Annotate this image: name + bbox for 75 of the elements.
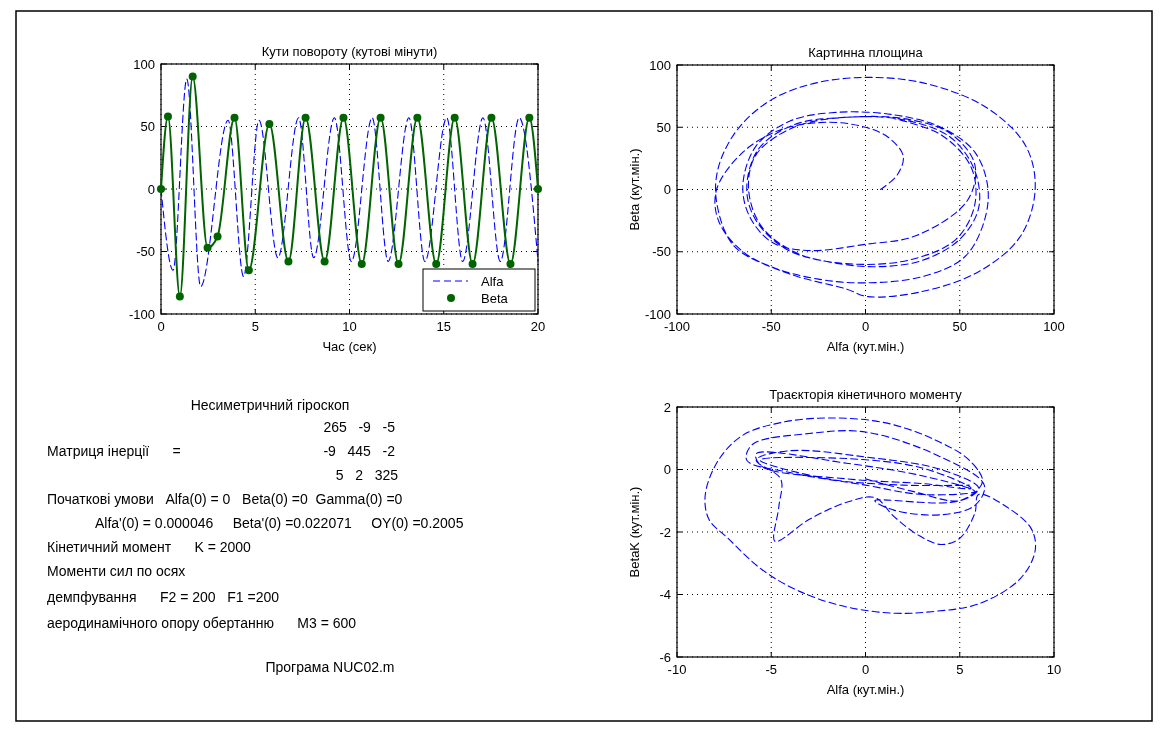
x-tick-label: 0 bbox=[861, 662, 870, 677]
text: Несиметричний гіроскоп bbox=[190, 397, 350, 413]
text: Alfa'(0) = 0.000046 Beta'(0) =0.022071 OY(0) =0.2005 bbox=[95, 515, 464, 531]
x-axis-title: Час (сек) bbox=[322, 339, 377, 354]
point bbox=[376, 113, 385, 122]
x-tick-label: 0 bbox=[861, 319, 870, 334]
point bbox=[265, 120, 274, 128]
x-tick-label: 20 bbox=[530, 319, 546, 334]
text: Моменти сил по осях bbox=[47, 563, 186, 579]
x-axis-title: Alfa (кут.мін.) bbox=[826, 682, 905, 697]
x-tick-label: -10 bbox=[667, 662, 687, 677]
y-tick-label: -100 bbox=[128, 306, 155, 322]
x-tick-label: -5 bbox=[765, 662, 778, 677]
point bbox=[357, 260, 366, 268]
point bbox=[525, 113, 534, 122]
chart-title: Картинна площина bbox=[808, 45, 924, 60]
x-tick-label: 100 bbox=[1043, 319, 1065, 334]
y-tick-label: -2 bbox=[659, 524, 671, 540]
text: -9 445 -2 bbox=[323, 443, 396, 459]
x-tick-label: 10 bbox=[342, 319, 357, 334]
text: Програма NUC02.m bbox=[265, 659, 395, 675]
point bbox=[203, 243, 212, 252]
x-tick-label: 10 bbox=[1046, 662, 1062, 677]
point bbox=[163, 112, 172, 121]
y-tick-label: 100 bbox=[133, 56, 155, 72]
chart-title: Кути повороту (кутові мінути) bbox=[261, 44, 438, 59]
point bbox=[506, 260, 515, 268]
text: Матриця інерції = bbox=[47, 443, 181, 459]
y-tick-label: -50 bbox=[136, 244, 155, 259]
point bbox=[339, 113, 348, 122]
y-tick-label: 0 bbox=[663, 462, 671, 477]
text: 265 -9 -5 bbox=[323, 419, 396, 435]
point bbox=[188, 72, 197, 81]
text: Початкові умови Alfa(0) = 0 Beta(0) =0 Gamma(0) =0 bbox=[47, 491, 403, 507]
point bbox=[320, 257, 329, 266]
y-tick-label: 0 bbox=[663, 182, 671, 197]
point bbox=[301, 113, 310, 122]
legend-label: Alfa bbox=[481, 274, 505, 289]
y-tick-label: -50 bbox=[652, 244, 671, 260]
point bbox=[394, 260, 403, 268]
point bbox=[284, 257, 293, 266]
point bbox=[487, 113, 496, 122]
legend-label: Beta bbox=[481, 291, 509, 306]
text: аеродинамічного опору обертанню M3 = 600 bbox=[47, 615, 357, 631]
y-tick-label: 2 bbox=[663, 399, 671, 415]
text: демпфування F2 = 200 F1 =200 bbox=[47, 589, 280, 605]
point bbox=[175, 292, 184, 301]
x-tick-label: 15 bbox=[436, 319, 451, 334]
text: 5 2 325 bbox=[335, 467, 399, 483]
line-series bbox=[704, 417, 1036, 614]
x-tick-label: 0 bbox=[157, 319, 165, 334]
y-tick-label: -100 bbox=[644, 306, 671, 322]
x-tick-label: 5 bbox=[251, 319, 259, 334]
y-tick-label: 100 bbox=[649, 57, 671, 73]
point bbox=[450, 113, 459, 122]
x-tick-label: -50 bbox=[761, 319, 781, 334]
y-tick-label: 0 bbox=[147, 181, 155, 197]
line-series bbox=[715, 76, 1036, 298]
chart-title: Траєкторія кінетичного моменту bbox=[769, 387, 963, 402]
point bbox=[244, 266, 253, 275]
point bbox=[213, 232, 222, 241]
point bbox=[432, 260, 441, 268]
text: Кінетичний момент K = 2000 bbox=[47, 539, 252, 555]
point bbox=[230, 113, 239, 122]
y-tick-label: 50 bbox=[140, 119, 155, 134]
point bbox=[413, 113, 422, 122]
x-tick-label: 5 bbox=[956, 662, 964, 677]
y-tick-label: 50 bbox=[656, 119, 671, 135]
y-axis-title: BetaK (кут.мін.) bbox=[627, 486, 642, 578]
point bbox=[468, 260, 477, 268]
y-axis-title: Beta (кут.мін.) bbox=[627, 148, 642, 231]
x-tick-label: 50 bbox=[952, 319, 967, 334]
y-tick-label: -4 bbox=[659, 587, 671, 602]
y-tick-label: -6 bbox=[659, 649, 671, 665]
x-axis-title: Alfa (кут.мін.) bbox=[826, 339, 905, 354]
